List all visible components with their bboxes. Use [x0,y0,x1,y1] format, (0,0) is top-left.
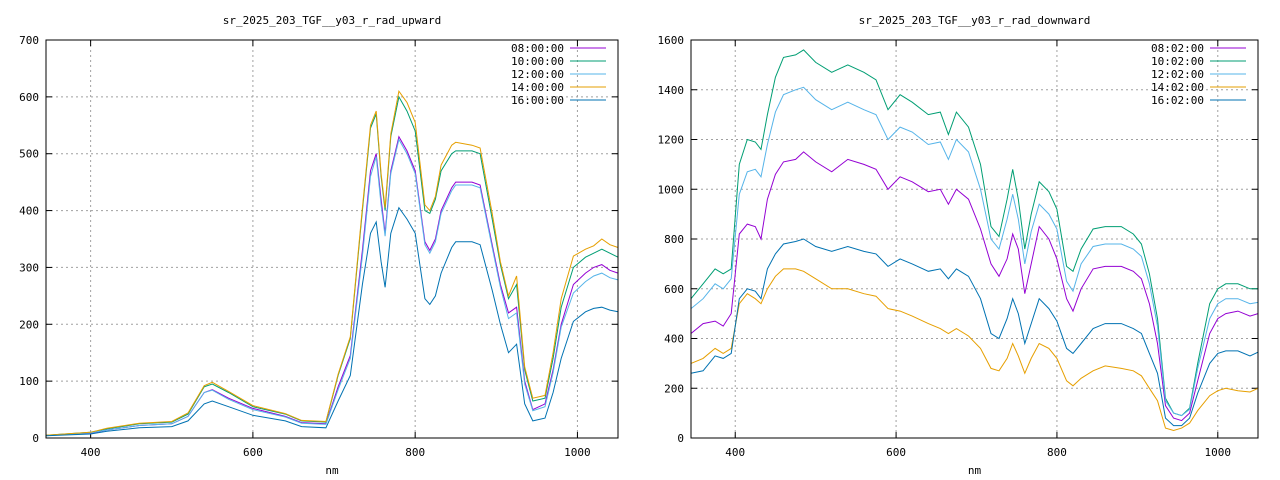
downward-chart-panel: sr_2025_203_TGF__y03_r_rad_downward 0 200 4… [640,0,1280,480]
chart-1-x-tick-label: 1000 [1205,446,1232,459]
chart-1-y-tick-label: 800 [664,233,684,246]
chart-1-x-tick-label: 800 [1047,446,1067,459]
chart-1-plot-border [690,39,1259,439]
chart-0-legend-label-1: 10:00:00 [511,55,564,68]
chart-1-legend-label-0: 08:02:00 [1151,42,1204,55]
chart-1-y-tick-label: 200 [664,382,684,395]
chart-0-y-tick-label: 700 [19,34,39,47]
chart-1-legend-label-3: 14:02:00 [1151,81,1204,94]
chart-0-series-line-0 [45,135,619,436]
upward-chart-panel: sr_2025_203_TGF__y03_r_rad_upward 0 100 200… [19,14,619,477]
chart-0-legend-label-2: 12:00:00 [511,68,564,81]
chart-1-y-tick-label: 400 [664,333,684,346]
chart-0-y-tick-label: 300 [19,261,39,274]
chart-0-y-tick-label: 500 [19,148,39,161]
chart-1-legend-label-4: 16:02:00 [1151,94,1204,107]
chart-0-x-axis-label: nm [325,464,339,477]
chart-0-series-line-2 [45,138,619,437]
chart-0-y-tick-label: 400 [19,205,39,218]
chart-0-legend-label-4: 16:00:00 [511,94,564,107]
chart-1-series-line-3 [690,268,1259,432]
chart-0-plot-border [45,39,619,439]
chart-1-y-tick-label: 1200 [658,134,685,147]
chart-1-y-tick-label: 1400 [658,84,685,97]
chart-1-series-line-4 [690,238,1259,427]
chart-1-y-tick-label: 0 [677,432,684,445]
chart-0-x-tick-label: 1000 [564,446,591,459]
chart-0-series-line-3 [45,89,619,436]
chart-0-x-tick-label: 400 [81,446,101,459]
chart-0-y-tick-label: 0 [32,432,39,445]
chart-0-y-tick-label: 600 [19,91,39,104]
chart-0-legend-label-3: 14:00:00 [511,81,564,94]
chart-0-x-tick-label: 600 [243,446,263,459]
chart-1-y-tick-label: 600 [664,283,684,296]
chart-1-series-line-0 [690,151,1259,422]
chart-0-series-line-4 [45,206,619,437]
chart-0-y-tick-label: 100 [19,375,39,388]
chart-1-title: sr_2025_203_TGF__y03_r_rad_downward [859,14,1091,27]
chart-1-legend-label-2: 12:02:00 [1151,68,1204,81]
chart-0-series-line-1 [45,95,619,436]
chart-1-y-tick-label: 1000 [658,183,685,196]
chart-0-legend-label-0: 08:00:00 [511,42,564,55]
chart-1-series-line-2 [690,86,1259,417]
upward-chart: sr_2025_203_TGF__y03_r_rad_upward 0 100 200… [19,14,619,477]
chart-0-title: sr_2025_203_TGF__y03_r_rad_upward [223,14,442,27]
chart-1-x-axis-label: nm [968,464,982,477]
chart-1-x-tick-label: 400 [725,446,745,459]
chart-0-y-tick-label: 200 [19,318,39,331]
chart-1-series-line-1 [690,49,1258,417]
chart-1-x-tick-label: 600 [886,446,906,459]
chart-1-legend-label-1: 10:02:00 [1151,55,1204,68]
chart-1-y-tick-label: 1600 [658,34,685,47]
downward-chart: sr_2025_203_TGF__y03_r_rad_downward 0 200 4… [658,14,1259,477]
chart-0-x-tick-label: 800 [405,446,425,459]
